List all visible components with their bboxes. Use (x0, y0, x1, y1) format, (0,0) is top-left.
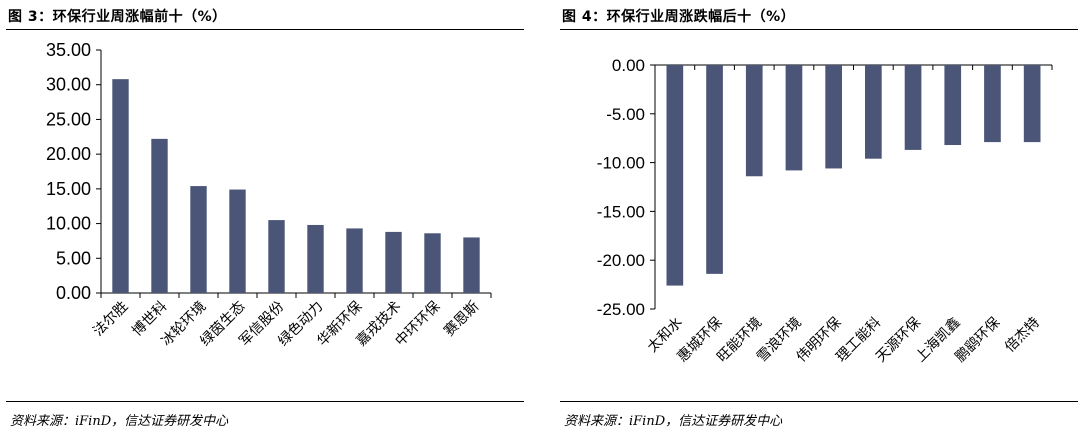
bar (190, 186, 207, 293)
y-tick-label: 35.00 (46, 40, 91, 60)
x-category-label: 倍杰特 (1001, 314, 1042, 355)
bar (984, 65, 1001, 143)
x-category-label: 赛恩斯 (441, 298, 482, 339)
bar (706, 65, 723, 274)
losers-bar-chart: 0.00-5.00-10.00-15.00-20.00-25.00太和水惠城环保… (597, 56, 1053, 365)
bar (424, 233, 441, 293)
bar (666, 65, 684, 286)
y-tick-label: -20.00 (597, 251, 645, 270)
y-tick-label: 0.00 (56, 283, 91, 303)
y-tick-label: 20.00 (46, 144, 91, 164)
y-tick-label: 10.00 (46, 214, 91, 234)
bar (785, 65, 803, 171)
chart-panel-top-gainers: 图 3：环保行业周涨幅前十（%） 35.00 30.00 25.00 20.00 15.… (6, 0, 526, 434)
bar (944, 65, 962, 146)
y-tick-label: 0.00 (612, 56, 645, 75)
bar (112, 79, 129, 293)
gainers-bar-chart: 35.00 30.00 25.00 20.00 15.00 10.00 5.00 0.00法尔… (46, 40, 492, 349)
bar (307, 224, 324, 293)
bar (385, 231, 402, 293)
title-divider (560, 29, 1078, 30)
y-tick-label: -5.00 (606, 105, 645, 124)
source-divider (6, 401, 524, 402)
y-tick-label: 5.00 (56, 248, 91, 268)
bar (1023, 65, 1041, 143)
source-note: 资料来源：iFinD，信达证券研发中心 (10, 414, 229, 429)
bar (463, 237, 480, 293)
source-divider (560, 401, 1078, 402)
bar (229, 189, 246, 293)
chart-title: 图 4：环保行业周涨跌幅后十（%） (562, 9, 796, 25)
y-tick-label: 30.00 (46, 75, 91, 95)
bar (745, 65, 763, 177)
y-tick-label: -15.00 (597, 202, 645, 221)
bar (904, 65, 922, 150)
y-tick-label: -10.00 (597, 154, 645, 173)
x-category-label: 法尔胜 (90, 298, 131, 339)
y-tick-label: 15.00 (46, 179, 91, 199)
x-category-label: 鹏鹞环保 (952, 314, 1003, 365)
chart-title: 图 3：环保行业周涨幅前十（%） (8, 9, 227, 25)
chart-panel-top-losers: 图 4：环保行业周涨跌幅后十（%） 0.00 -5.00 -10.00 -15.00 -… (560, 0, 1080, 434)
title-divider (6, 29, 524, 30)
bar (825, 65, 842, 169)
bar (151, 138, 168, 293)
y-tick-label: 25.00 (46, 109, 91, 129)
bar (865, 65, 882, 159)
bar (346, 228, 363, 293)
y-tick-label: -25.00 (597, 300, 645, 319)
source-note: 资料来源：iFinD，信达证券研发中心 (564, 414, 783, 429)
bar (268, 220, 285, 293)
